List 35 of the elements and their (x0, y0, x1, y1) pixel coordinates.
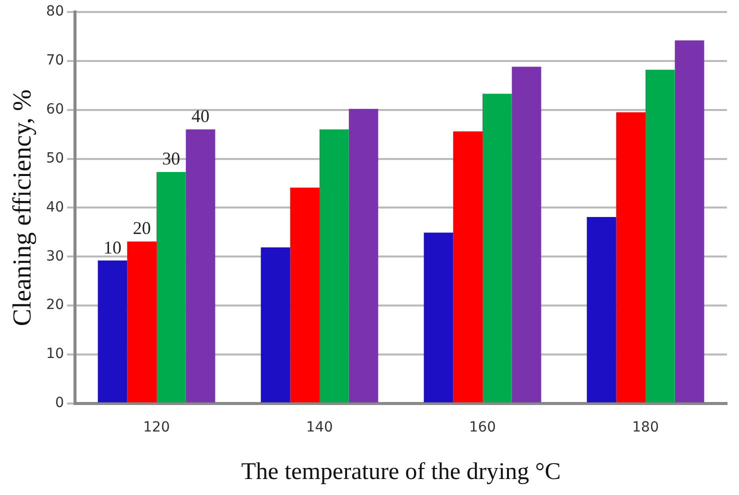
bar (156, 172, 186, 402)
bar (646, 70, 675, 402)
y-tick-label: 20 (46, 297, 64, 314)
series-label: 20 (132, 218, 151, 238)
y-tick-label: 80 (46, 4, 64, 20)
series-label: 30 (162, 148, 180, 169)
y-tick-label: 30 (46, 248, 64, 264)
bar (260, 247, 290, 402)
bar (127, 241, 157, 402)
series-label: 40 (192, 106, 210, 126)
y-tick-label: 60 (46, 101, 64, 118)
bar (453, 131, 483, 402)
y-tick-label: 0 (55, 395, 64, 412)
x-tick-label: 160 (469, 419, 496, 436)
bar (482, 94, 512, 402)
series-label: 10 (104, 237, 122, 258)
bar (512, 66, 542, 402)
y-tick-label: 10 (46, 346, 64, 362)
x-axis-title: The temperature of the drying °C (241, 458, 561, 485)
bar (186, 129, 216, 402)
bar (348, 108, 378, 402)
bar (290, 188, 320, 402)
x-tick-label: 140 (306, 419, 333, 436)
y-tick-label: 40 (46, 199, 64, 216)
bar (616, 112, 646, 402)
bar (586, 216, 616, 402)
bar (674, 40, 704, 402)
x-tick-label: 180 (632, 419, 659, 436)
x-tick-label: 120 (143, 419, 170, 436)
y-tick-label: 50 (46, 150, 64, 166)
bar (98, 260, 128, 402)
bar (424, 232, 454, 402)
y-axis-title: Cleaning efficiency, % (7, 89, 36, 326)
bar (320, 129, 349, 402)
y-tick-label: 70 (46, 52, 64, 69)
